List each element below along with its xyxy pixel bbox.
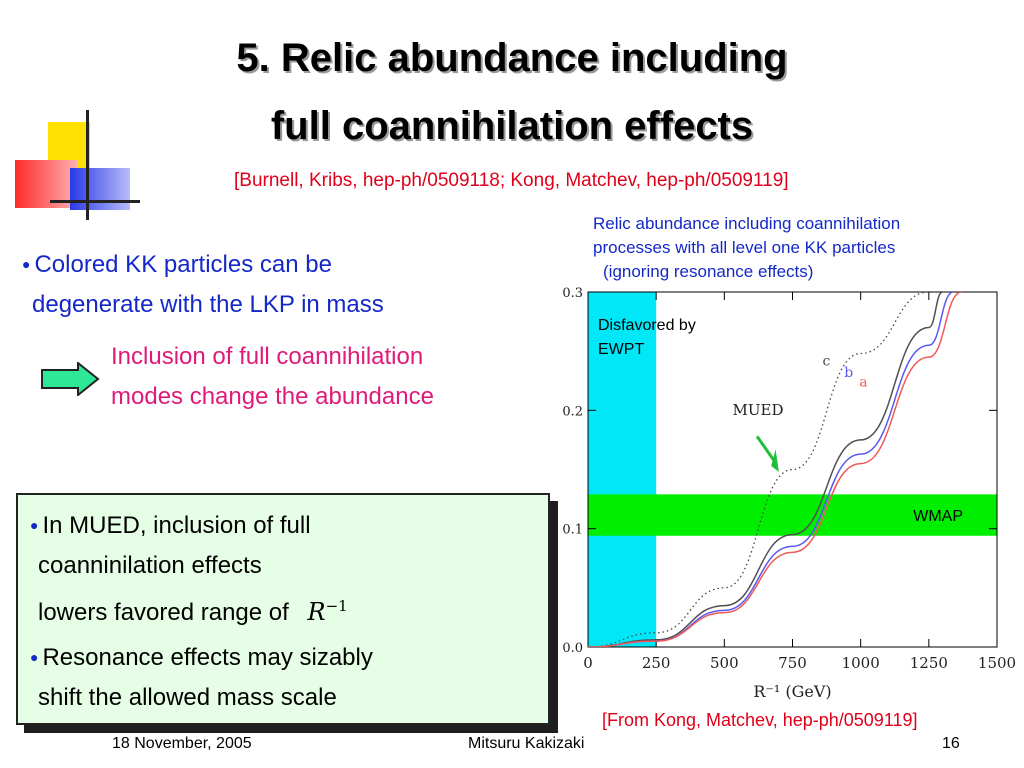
x-axis-label: R⁻¹ (GeV) <box>753 682 831 701</box>
y-tick-label: 0.0 <box>562 641 583 656</box>
ewpt-disfavored-region <box>588 292 657 647</box>
reference-top: [Burnell, Kribs, hep-ph/0509118; Kong, M… <box>234 170 789 191</box>
box-bullet-mued: In MUED, inclusion of full coanninilatio… <box>30 505 348 633</box>
x-tick-label: 500 <box>710 654 739 672</box>
math-r-inverse: R−1 <box>307 597 348 626</box>
series-label-mued: MUED <box>733 401 784 419</box>
series-label-b: b <box>844 365 853 381</box>
box-bullet-resonance: Resonance effects may sizably shift the … <box>30 637 373 718</box>
x-tick-label: 750 <box>778 654 807 672</box>
relic-abundance-chart: Disfavored by EWPT WMAP 0 250 500 750 1000 1250 1… <box>562 286 1016 701</box>
wmap-band <box>588 494 997 536</box>
x-tick-label: 250 <box>642 654 671 672</box>
y-tick-label: 0.2 <box>562 404 583 419</box>
wmap-band-label: WMAP <box>913 508 963 525</box>
bullet-colored-kk: Colored KK particles can be degenerate w… <box>22 244 384 325</box>
footer-page-number: 16 <box>942 735 960 752</box>
summary-box: In MUED, inclusion of full coanninilatio… <box>16 493 550 725</box>
decorative-logo <box>10 110 140 220</box>
x-tick-label: 1000 <box>842 654 880 672</box>
x-tick-label: 0 <box>583 654 593 672</box>
bullet-dot <box>22 251 34 278</box>
footer-date: 18 November, 2005 <box>112 735 252 752</box>
mued-arrow-shaft <box>755 435 778 465</box>
series-label-c: c <box>822 353 830 369</box>
y-tick-label: 0.3 <box>562 286 583 301</box>
x-tick-label: 1250 <box>910 654 948 672</box>
series-line-a <box>588 292 962 647</box>
y-tick-label: 0.1 <box>562 523 583 538</box>
slide-title-line1: 5. Relic abundance including <box>236 36 788 80</box>
footer-author: Mitsuru Kakizaki <box>468 735 585 752</box>
implication-text: Inclusion of full coannihilation modes c… <box>111 343 434 410</box>
bullet-dot <box>30 512 42 539</box>
ewpt-region-label-line2: EWPT <box>598 341 644 358</box>
mued-arrow-head <box>771 449 779 472</box>
ewpt-region-label-line1: Disfavored by <box>598 317 696 334</box>
right-arrow-icon <box>41 362 100 396</box>
series-label-a: a <box>859 375 867 391</box>
chart-caption: Relic abundance including coannihilation… <box>593 214 901 281</box>
bullet-dot <box>30 644 42 671</box>
reference-bottom: [From Kong, Matchev, hep-ph/0509119] <box>602 710 918 730</box>
series-line-c <box>588 292 943 647</box>
slide-title-line2: full coannihilation effects <box>270 104 754 148</box>
x-tick-label: 1500 <box>978 654 1016 672</box>
